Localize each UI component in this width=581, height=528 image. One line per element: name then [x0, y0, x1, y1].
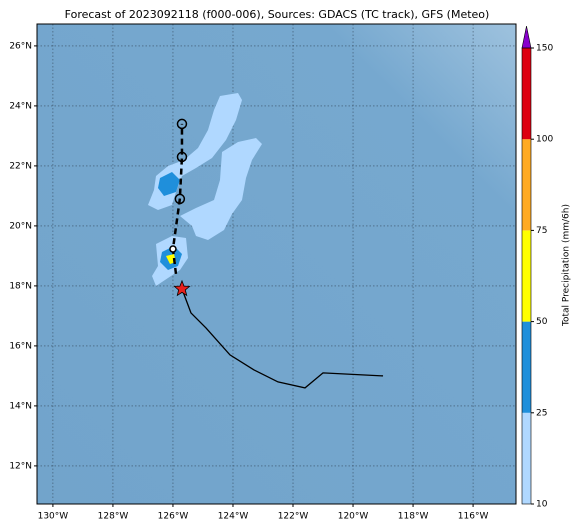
colorbar-tick-label: 10 [536, 500, 548, 510]
precip [148, 93, 262, 286]
colorbar-tick-label: 50 [536, 317, 548, 327]
x-tick-label: 126°W [158, 512, 189, 522]
forecast-point [176, 118, 188, 130]
map-frame [36, 23, 517, 505]
colorbar-box [522, 412, 531, 504]
colorbar-extend [521, 25, 532, 49]
y-tick-label: 26°N [9, 41, 32, 51]
forecast-track [171, 123, 184, 275]
y-tick-label: 18°N [9, 281, 32, 291]
colorbar-box [522, 139, 531, 231]
colorbar-box [522, 48, 531, 140]
y-tick-label: 20°N [9, 221, 32, 231]
tracks [169, 118, 384, 389]
forecast-point [176, 151, 188, 163]
colorbar-tick-label: 25 [536, 408, 547, 418]
colorbar-frame [521, 47, 532, 505]
precip-area [180, 138, 262, 240]
y-tick-label: 12°N [9, 461, 32, 471]
x-tick-label: 128°W [98, 512, 129, 522]
past-track [181, 288, 384, 389]
y-tick-label: 14°N [9, 401, 32, 411]
x-tick-label: 122°W [278, 512, 309, 522]
forecast-point [174, 193, 186, 205]
x-tick-label: 118°W [398, 512, 429, 522]
x-tick-label: 130°W [38, 512, 69, 522]
colorbar-tick-label: 150 [536, 44, 553, 54]
ocean [37, 24, 516, 504]
y-tick-label: 16°N [9, 341, 32, 351]
x-tick-label: 116°W [458, 512, 489, 522]
y-tick-label: 22°N [9, 161, 32, 171]
colorbar-tick-label: 75 [536, 226, 547, 236]
colorbar-tick-label: 100 [536, 135, 553, 145]
colorbar-box [522, 321, 531, 413]
x-tick-label: 120°W [338, 512, 369, 522]
colorbar-box [522, 230, 531, 322]
title: Forecast of 2023092118 (f000-006), Sourc… [65, 8, 490, 21]
colorbar: 10 25 50 75 100 150 [521, 25, 553, 510]
x-tick-label: 124°W [218, 512, 249, 522]
y-tick-label: 24°N [9, 101, 32, 111]
colorbar-label: Total Precipitation (mm/6h) [562, 204, 572, 327]
grid [37, 24, 516, 504]
forecast-point [169, 245, 177, 253]
precip-area [158, 172, 180, 196]
current-position [173, 279, 191, 297]
